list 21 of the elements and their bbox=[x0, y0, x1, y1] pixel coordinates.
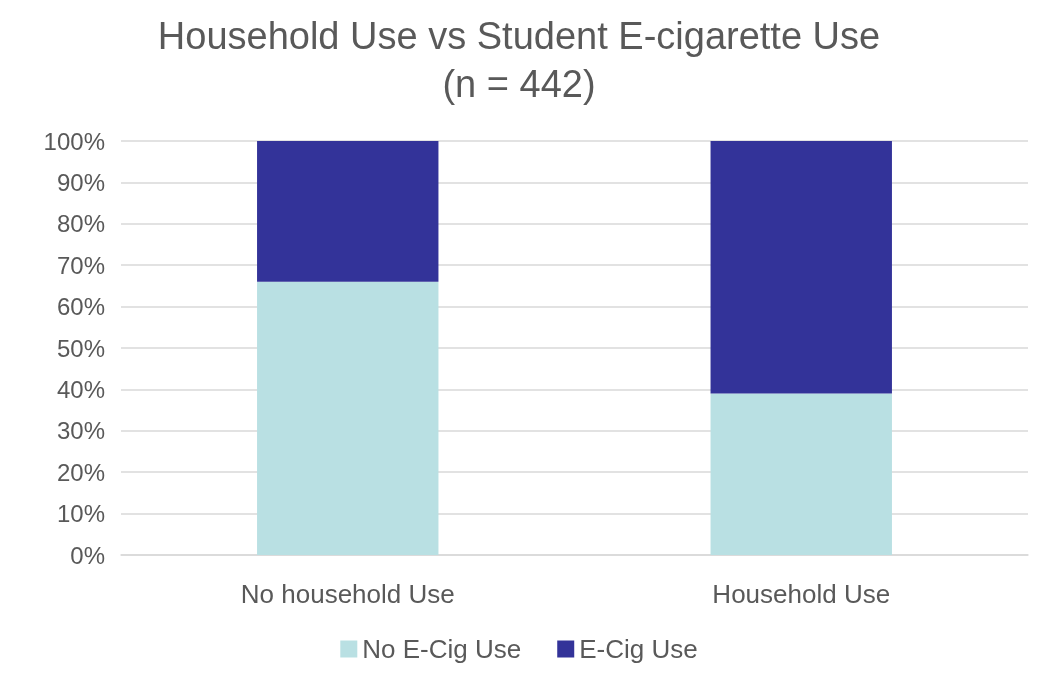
y-tick-label: 50% bbox=[56, 334, 105, 362]
chart-title: Household Use vs Student E-cigarette Use bbox=[157, 15, 881, 57]
y-tick-label: 0% bbox=[70, 541, 105, 569]
bar bbox=[257, 141, 439, 282]
bar bbox=[710, 393, 892, 555]
bar bbox=[257, 281, 439, 555]
bar bbox=[710, 141, 892, 394]
y-tick-label: 40% bbox=[56, 375, 105, 403]
legend-label: E-Cig Use bbox=[579, 634, 698, 664]
y-tick-label: 80% bbox=[56, 210, 105, 238]
y-tick-label: 90% bbox=[56, 168, 105, 196]
y-tick-label: 100% bbox=[43, 127, 105, 155]
x-tick-label: Household Use bbox=[712, 579, 891, 609]
y-tick-label: 20% bbox=[56, 458, 105, 486]
x-tick-label: No household Use bbox=[240, 579, 455, 609]
chart-subtitle: (n = 442) bbox=[442, 63, 596, 105]
legend-label: No E-Cig Use bbox=[362, 634, 522, 664]
y-tick-label: 30% bbox=[56, 417, 105, 445]
y-tick-label: 70% bbox=[56, 251, 105, 279]
y-tick-label: 60% bbox=[56, 293, 105, 321]
y-tick-label: 10% bbox=[56, 500, 105, 528]
